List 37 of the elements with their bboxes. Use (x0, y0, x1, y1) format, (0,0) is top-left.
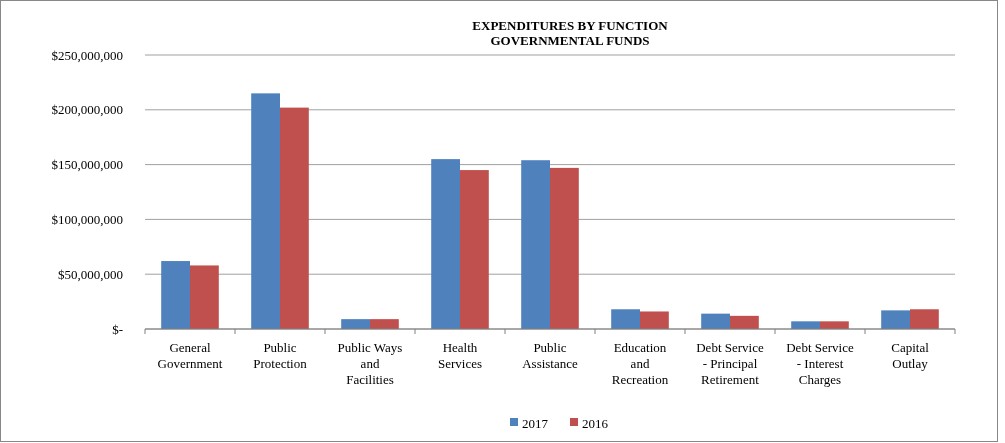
y-tick-label: $250,000,000 (51, 47, 123, 63)
bar (341, 319, 370, 329)
bar (550, 167, 579, 329)
x-tick-label: Health Services (437, 340, 483, 371)
bar (730, 315, 759, 329)
bar (190, 265, 219, 329)
x-tick-label: Public Ways and Facilities (337, 340, 403, 387)
x-tick-label: Public Protection (253, 340, 308, 371)
chart-title: EXPENDITURES BY FUNCTION (472, 18, 669, 33)
y-tick-label: $100,000,000 (51, 211, 123, 227)
x-tick-label: General Government (157, 340, 223, 371)
x-tick-label: Capital Outlay (891, 340, 930, 371)
bar (431, 159, 460, 329)
y-tick-label: $- (112, 321, 123, 337)
x-tick-label: Education and Recreation (611, 340, 669, 387)
bar (161, 261, 190, 329)
chart-subtitle: GOVERNMENTAL FUNDS (490, 33, 650, 48)
bar (370, 319, 399, 329)
x-tick-label: Debt Service - Interest Charges (786, 340, 854, 387)
bar (521, 160, 550, 329)
bar (640, 311, 669, 329)
legend-label: 2017 (522, 415, 549, 431)
x-tick-label: Public Assistance (522, 340, 579, 371)
bar (251, 93, 280, 329)
bar (280, 107, 309, 329)
y-tick-label: $50,000,000 (58, 266, 123, 282)
bar (881, 310, 910, 329)
y-tick-label: $150,000,000 (51, 157, 123, 173)
bar (701, 313, 730, 329)
bar (910, 309, 939, 329)
bar (791, 321, 820, 329)
bar (820, 321, 849, 329)
bar (460, 170, 489, 329)
x-tick-label: Debt Service - Principal Retirement (696, 340, 764, 387)
bar (611, 309, 640, 329)
legend-label: 2016 (582, 415, 609, 431)
y-tick-label: $200,000,000 (51, 102, 123, 118)
